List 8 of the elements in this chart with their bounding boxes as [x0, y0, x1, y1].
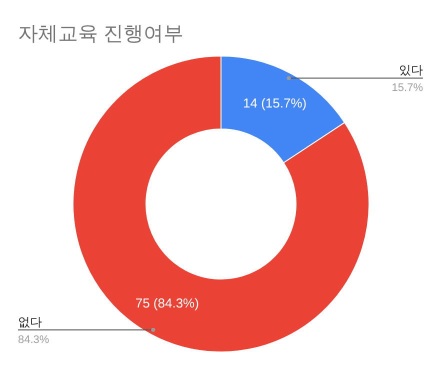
- data-label: 14 (15.7%): [243, 96, 307, 111]
- text: 15.7%: [392, 82, 424, 94]
- chart-title: 자체교육 진행여부: [18, 23, 184, 45]
- slice-label: 없다: [18, 314, 42, 329]
- data-label: 75 (84.3%): [135, 295, 199, 310]
- donut-slice: [72, 56, 370, 352]
- slice-label: 있다: [399, 63, 423, 78]
- text: 84.3%: [18, 334, 50, 346]
